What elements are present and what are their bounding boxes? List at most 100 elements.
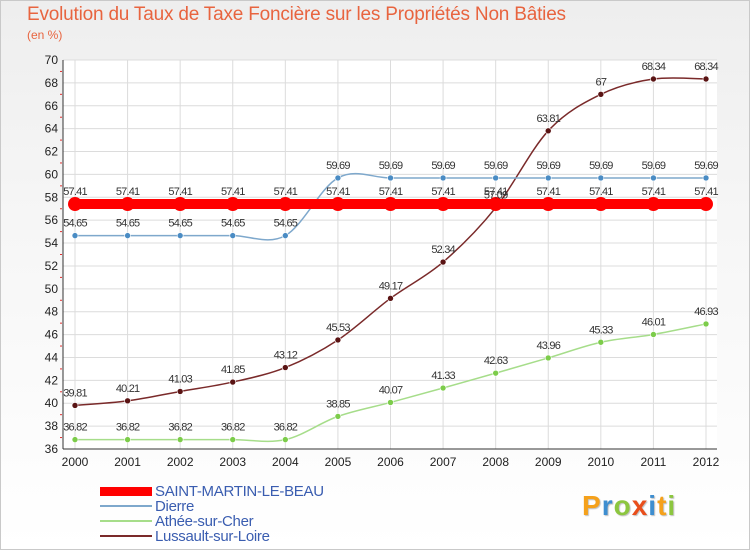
data-point: [650, 75, 657, 83]
data-point: [544, 127, 552, 135]
y-tick-label: 38: [45, 419, 59, 433]
y-tick-label: 42: [45, 373, 59, 387]
data-label: 57.41: [326, 186, 350, 198]
data-label: 54.65: [221, 218, 245, 230]
legend-label: SAINT-MARTIN-LE-BEAU: [155, 483, 324, 500]
data-point: [229, 378, 237, 386]
data-point: [120, 197, 135, 212]
data-point: [702, 320, 710, 328]
data-point: [387, 174, 394, 182]
legend-label: Athée-sur-Cher: [155, 513, 254, 530]
y-tick-label: 66: [45, 99, 59, 113]
data-label: 59.69: [484, 160, 508, 172]
data-label: 57.41: [536, 186, 560, 198]
data-label: 41.03: [168, 373, 192, 385]
data-label: 59.69: [694, 160, 718, 172]
data-point: [176, 388, 184, 395]
data-label: 43.12: [274, 350, 298, 362]
x-tick-label: 2001: [114, 455, 141, 469]
data-label: 59.69: [326, 160, 350, 172]
data-label: 68.34: [694, 61, 718, 73]
y-tick-label: 62: [45, 145, 59, 159]
x-tick-label: 2012: [693, 455, 720, 469]
x-tick-label: 2008: [482, 455, 509, 469]
data-label: 41.33: [431, 370, 455, 382]
y-tick-label: 40: [45, 396, 59, 410]
data-point: [650, 331, 657, 338]
x-tick-label: 2004: [272, 455, 299, 469]
data-point: [544, 354, 552, 362]
data-label: 43.96: [536, 340, 560, 352]
data-label: 54.65: [168, 218, 192, 230]
data-label: 57.41: [642, 186, 666, 198]
data-point: [387, 399, 394, 406]
data-point: [702, 174, 710, 182]
logo-letter: r: [601, 490, 614, 521]
y-tick-label: 44: [45, 350, 59, 364]
y-tick-label: 70: [45, 53, 59, 67]
y-tick-label: 60: [45, 167, 59, 181]
data-point: [439, 174, 447, 182]
data-label: 38.85: [326, 398, 350, 410]
data-label: 42.63: [484, 355, 508, 367]
data-point: [383, 197, 398, 212]
data-point: [541, 197, 556, 212]
data-label: 52.34: [431, 244, 455, 256]
y-tick-label: 48: [45, 305, 59, 319]
y-tick-label: 36: [45, 442, 59, 456]
data-label: 59.69: [379, 160, 403, 172]
data-label: 57.41: [63, 186, 87, 198]
data-label: 36.82: [63, 422, 87, 434]
data-label: 63.81: [536, 113, 560, 125]
x-tick-label: 2009: [535, 455, 562, 469]
y-tick-label: 56: [45, 213, 59, 227]
legend-swatch-saint-martin: [100, 487, 152, 496]
logo-letter: t: [657, 490, 668, 521]
data-point: [124, 397, 131, 405]
data-point: [646, 197, 661, 212]
data-point: [492, 369, 499, 377]
data-point: [439, 384, 447, 392]
data-point: [593, 197, 608, 212]
data-point: [176, 436, 184, 443]
logo-letter: i: [648, 490, 658, 521]
data-point: [225, 197, 240, 212]
data-point: [650, 174, 657, 182]
data-point: [334, 174, 342, 182]
data-label: 49.17: [379, 280, 403, 292]
data-point: [334, 413, 342, 420]
y-tick-label: 64: [45, 122, 59, 136]
data-label: 59.69: [642, 160, 666, 172]
logo-letter: P: [582, 490, 602, 521]
y-tick-label: 50: [45, 282, 59, 296]
y-tick-label: 54: [45, 236, 59, 250]
data-label: 67: [596, 76, 607, 88]
data-label: 45.53: [326, 322, 350, 334]
data-point: [68, 197, 82, 212]
data-label: 36.82: [168, 422, 192, 434]
x-tick-label: 2005: [325, 455, 352, 469]
data-label: 57.41: [116, 186, 140, 198]
data-label: 57.41: [431, 186, 455, 198]
data-label: 54.65: [274, 218, 298, 230]
x-tick-label: 2000: [62, 455, 89, 469]
data-point: [71, 436, 79, 443]
legend-swatch-athee: [100, 520, 152, 522]
data-point: [173, 197, 188, 212]
data-point: [176, 232, 184, 239]
data-point: [488, 197, 503, 212]
data-label: 59.69: [536, 160, 560, 172]
x-tick-label: 2006: [377, 455, 404, 469]
legend-label: Lussault-sur-Loire: [155, 528, 270, 545]
data-label: 68.34: [642, 61, 666, 73]
data-point: [597, 174, 605, 182]
data-label: 40.07: [379, 384, 403, 396]
logo-letter: o: [613, 490, 632, 521]
data-point: [492, 174, 499, 182]
data-point: [436, 197, 451, 212]
y-tick-label: 46: [45, 328, 59, 342]
x-tick-label: 2011: [641, 455, 667, 469]
y-tick-label: 68: [45, 76, 59, 90]
legend-swatch-lussault: [100, 535, 152, 537]
